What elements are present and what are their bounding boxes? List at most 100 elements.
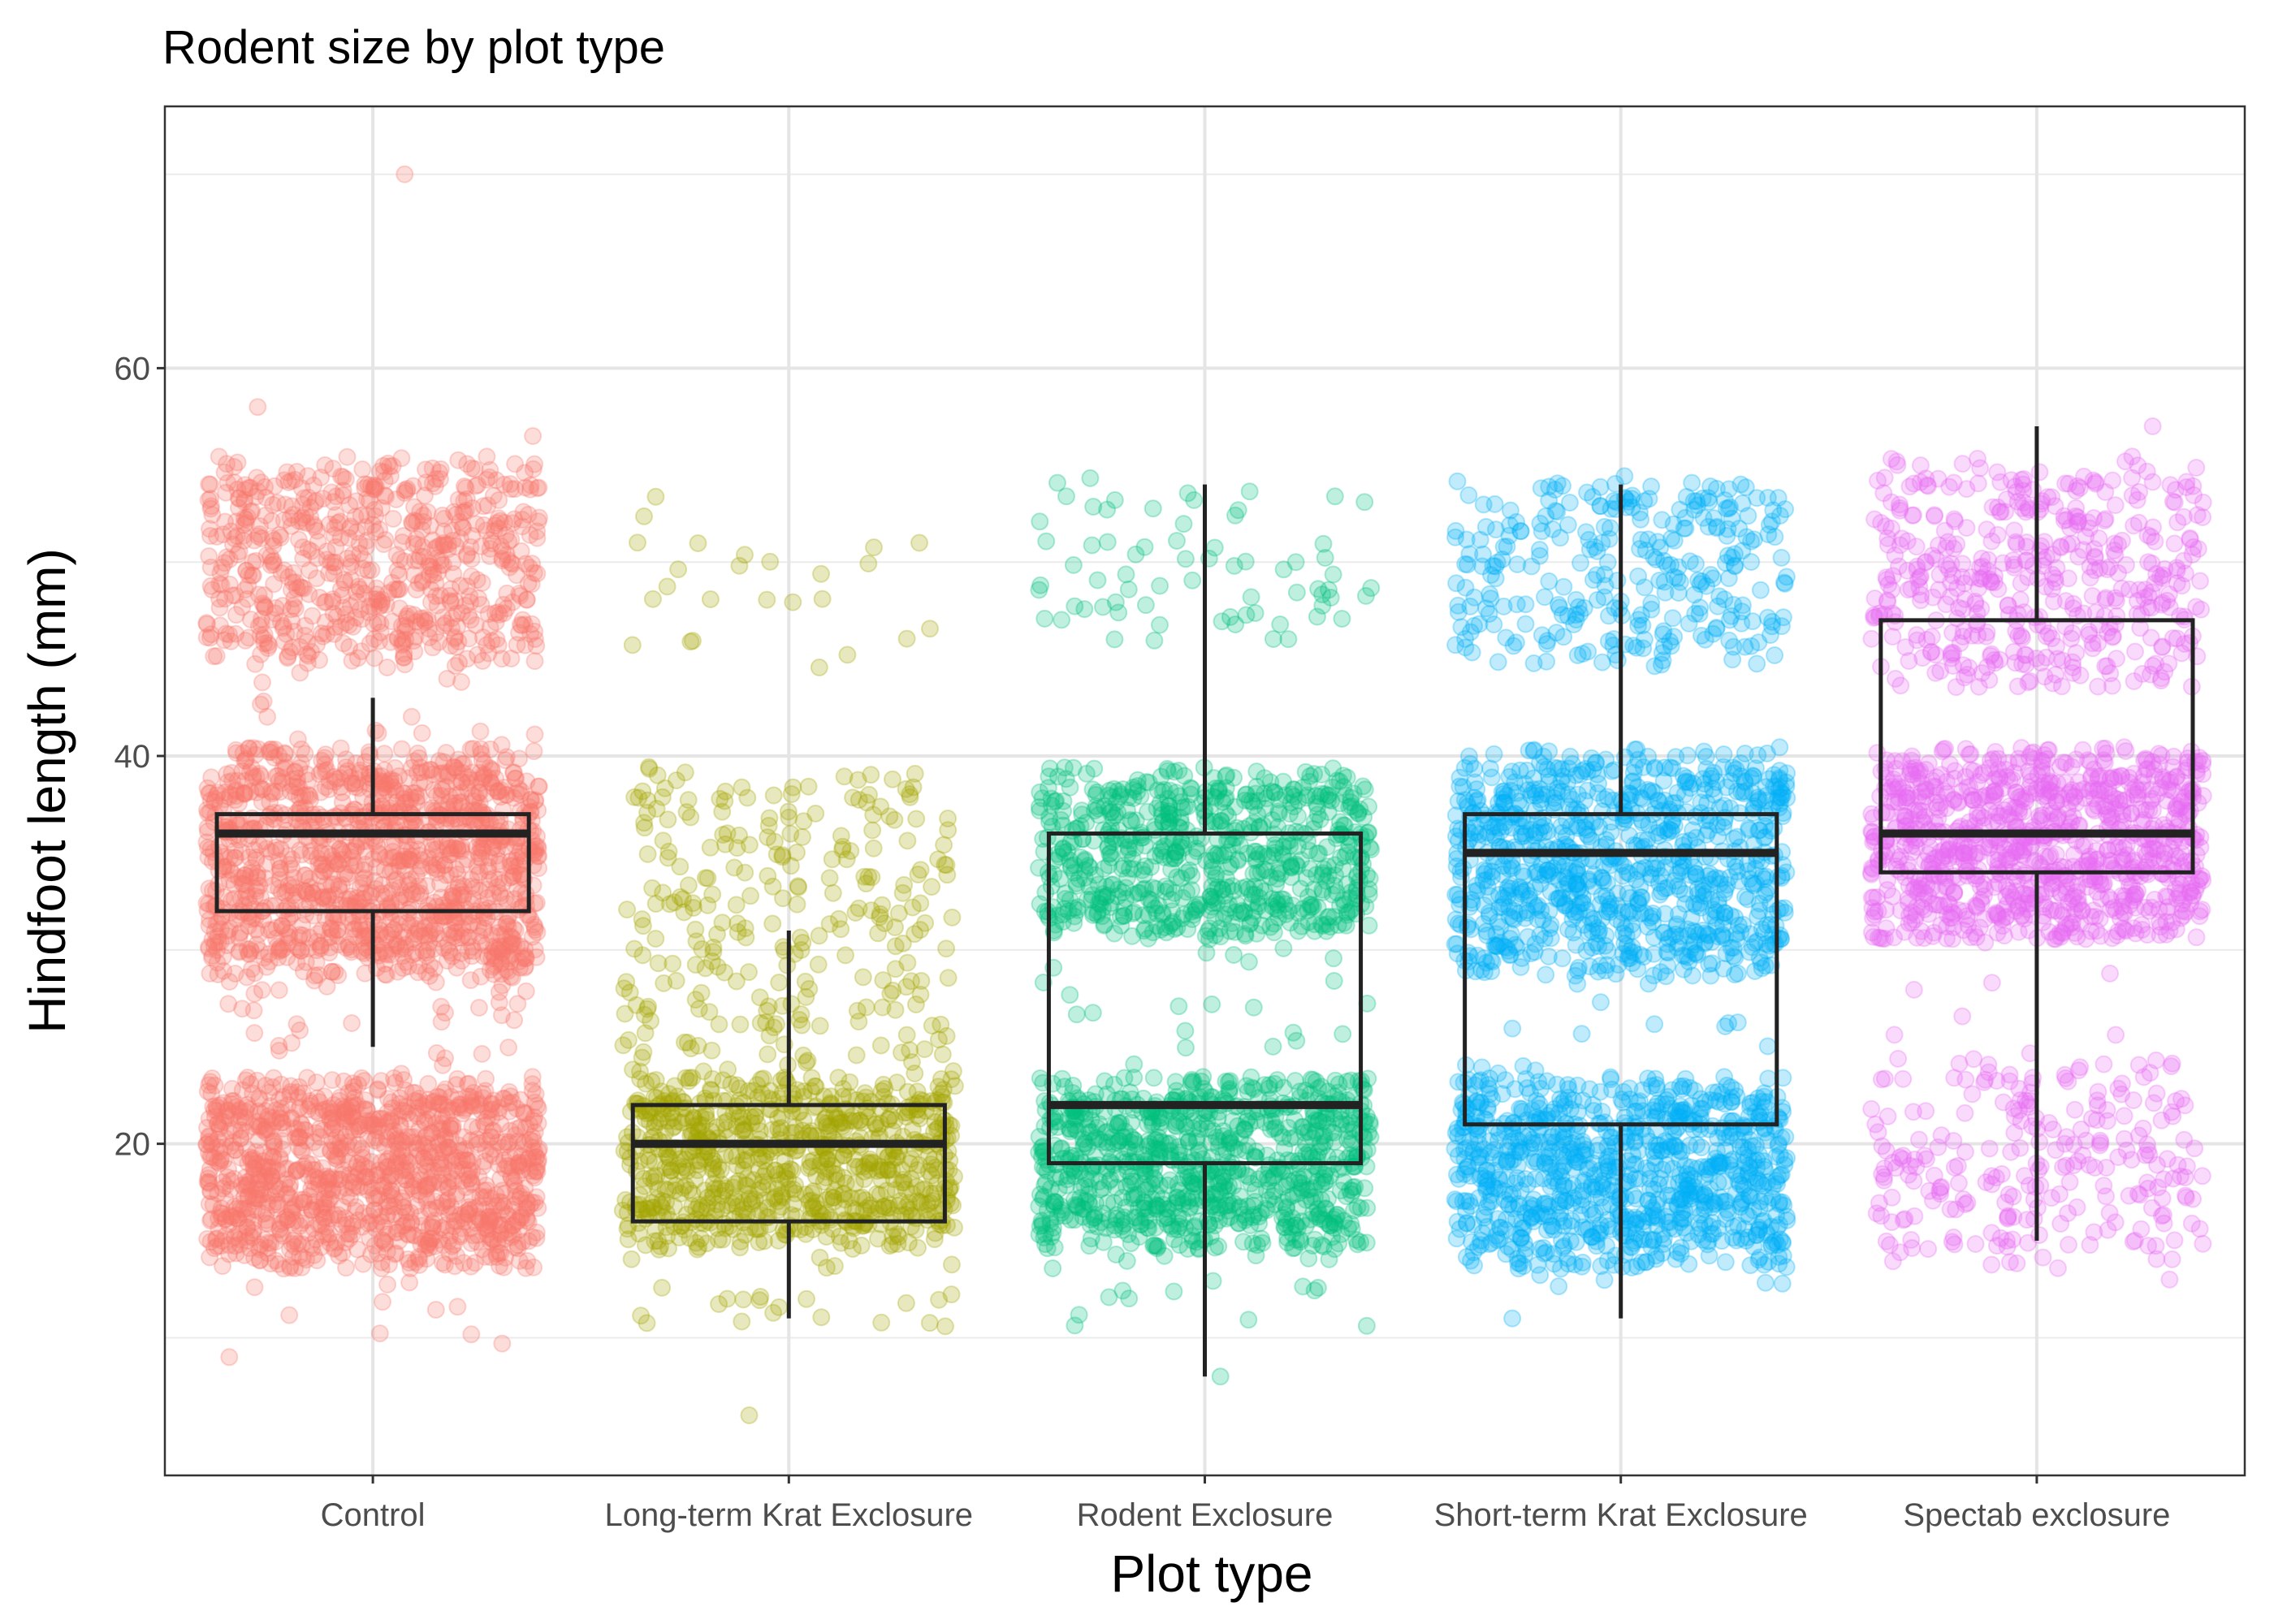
- data-point: [331, 512, 349, 531]
- data-point: [208, 1101, 227, 1120]
- data-point: [348, 649, 367, 667]
- data-point: [1185, 490, 1204, 509]
- data-point: [521, 480, 539, 499]
- data-point: [757, 1013, 776, 1031]
- data-point: [625, 939, 644, 958]
- data-point: [239, 577, 257, 595]
- data-point: [362, 561, 381, 579]
- data-point: [359, 1129, 377, 1148]
- data-point: [430, 633, 448, 651]
- data-point: [264, 495, 283, 514]
- data-point: [499, 551, 517, 569]
- data-point: [458, 490, 476, 508]
- data-point: [425, 919, 443, 938]
- data-point: [450, 654, 469, 672]
- data-point: [361, 634, 379, 653]
- data-point: [942, 1255, 961, 1274]
- data-point: [365, 478, 383, 497]
- data-point: [265, 531, 283, 550]
- data-point: [370, 1324, 389, 1343]
- data-point: [473, 652, 492, 670]
- data-point: [1151, 615, 1169, 634]
- data-point: [254, 692, 273, 710]
- data-point: [340, 496, 359, 515]
- data-point: [318, 977, 336, 996]
- data-point: [270, 525, 289, 544]
- data-point: [357, 1091, 374, 1110]
- data-point: [794, 812, 813, 831]
- data-point: [237, 514, 255, 533]
- data-point: [313, 627, 332, 646]
- data-point: [485, 522, 504, 541]
- data-point: [301, 498, 320, 516]
- data-point: [416, 486, 434, 505]
- data-point: [445, 503, 463, 521]
- data-point: [388, 629, 407, 648]
- data-point: [478, 636, 496, 654]
- data-point: [318, 624, 336, 643]
- data-point: [847, 1046, 866, 1065]
- data-point: [373, 594, 391, 612]
- data-point: [400, 1273, 419, 1292]
- data-point: [388, 628, 407, 647]
- data-point: [525, 630, 544, 648]
- data-point: [833, 840, 852, 859]
- data-point: [910, 533, 928, 552]
- data-point: [249, 482, 267, 501]
- data-point: [426, 973, 445, 991]
- data-point: [432, 555, 451, 574]
- data-point: [249, 398, 267, 417]
- data-point: [297, 514, 316, 533]
- data-point: [354, 1255, 373, 1273]
- data-point: [659, 1085, 678, 1104]
- data-point: [374, 535, 393, 554]
- data-point: [199, 490, 218, 509]
- data-point: [1362, 579, 1381, 598]
- data-point: [331, 618, 350, 636]
- data-point: [471, 722, 490, 741]
- data-point: [434, 608, 452, 627]
- data-point: [871, 1036, 890, 1055]
- data-point: [912, 972, 931, 990]
- data-point: [347, 583, 365, 602]
- data-point: [772, 1186, 791, 1205]
- data-point: [233, 1000, 252, 1018]
- data-point: [299, 646, 318, 665]
- data-point: [758, 590, 776, 609]
- data-point: [372, 499, 391, 517]
- data-point: [232, 843, 251, 862]
- data-point: [360, 764, 378, 783]
- data-point: [421, 565, 439, 584]
- data-point: [225, 875, 244, 893]
- data-point: [267, 1101, 285, 1120]
- data-point: [340, 519, 359, 538]
- data-point: [298, 645, 317, 663]
- data-point: [443, 619, 461, 637]
- data-point: [289, 1088, 308, 1107]
- data-point: [205, 1076, 224, 1095]
- data-point: [417, 460, 434, 479]
- data-point: [384, 509, 403, 528]
- data-point: [342, 553, 361, 572]
- data-point: [394, 959, 413, 978]
- data-point: [299, 540, 318, 559]
- data-point: [622, 1250, 641, 1268]
- data-point: [335, 571, 354, 590]
- data-point: [820, 869, 839, 888]
- data-point: [383, 862, 402, 880]
- data-point: [216, 590, 235, 608]
- data-point: [1274, 560, 1293, 579]
- data-point: [351, 544, 370, 563]
- data-point: [528, 564, 547, 583]
- data-point: [1105, 630, 1124, 649]
- data-point: [648, 766, 667, 784]
- data-point: [392, 1065, 411, 1083]
- data-point: [387, 546, 406, 564]
- data-point: [781, 824, 800, 843]
- data-point: [813, 590, 832, 608]
- data-point: [302, 846, 321, 865]
- data-point: [218, 473, 237, 492]
- data-point: [447, 604, 466, 623]
- data-point: [316, 456, 335, 474]
